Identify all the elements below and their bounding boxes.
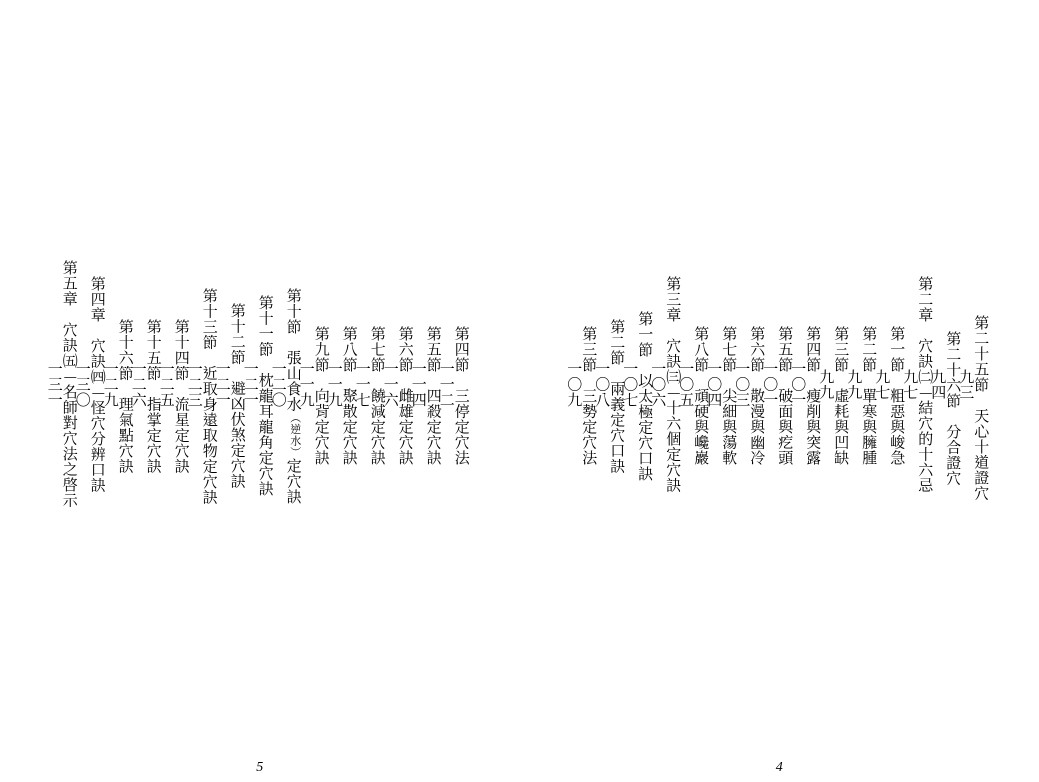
toc-entry-page: 一〇四: [707, 361, 722, 408]
toc-entry-page: 一二三: [188, 361, 203, 408]
toc-entry-page: 一三一: [48, 361, 63, 408]
toc-entry-label: 第二十五節 天心十道證穴: [974, 315, 989, 501]
two-page-spread: 第二十五節 天心十道證穴九三第二十六節 分合證穴九四第二章 穴訣㈡—結穴的十六忌…: [0, 0, 1039, 782]
page-left: 第四節 三停定穴法一一二第五節 四殺定穴訣一一四第六節 雌雄定穴訣一一六第七節 …: [0, 0, 520, 782]
toc-entry-page: 一〇七: [623, 361, 638, 408]
toc-entry-page: 一〇九: [567, 361, 582, 408]
toc-entry-page: 九九: [819, 369, 834, 400]
toc-entry-page: 一二〇: [272, 361, 287, 408]
toc-entry-page: 九七: [903, 369, 918, 400]
toc-entry-label: 第二十六節 分合證穴: [946, 331, 961, 486]
toc-columns-right: 第二十五節 天心十道證穴九三第二十六節 分合證穴九四第二章 穴訣㈡—結穴的十六忌…: [540, 40, 1020, 728]
toc-entry-page: 一〇三: [735, 361, 750, 408]
toc-entry-page: 一一七: [356, 361, 371, 408]
page-right: 第二十五節 天心十道證穴九三第二十六節 分合證穴九四第二章 穴訣㈡—結穴的十六忌…: [520, 0, 1039, 782]
toc-entry-page: 一一九: [328, 361, 343, 408]
toc-entry-page: 一二六: [132, 361, 147, 408]
toc-entry-page: 一一四: [412, 361, 427, 408]
toc-entry-page: 一〇八: [595, 361, 610, 408]
toc-entry-note: （逆水）: [290, 412, 301, 458]
toc-entry-page: 一一二: [440, 361, 455, 408]
toc-entry-page: 一一六: [384, 361, 399, 408]
toc-entry-page: 一二一: [244, 361, 259, 408]
toc-entry-page: 一二一: [216, 361, 231, 408]
toc-columns-left: 第四節 三停定穴法一一二第五節 四殺定穴訣一一四第六節 雌雄定穴訣一一六第七節 …: [20, 40, 500, 728]
toc-entry-page: 九四: [931, 369, 946, 400]
toc-entry: 第二十五節 天心十道證穴九三: [961, 40, 989, 728]
toc-entry-page: 九九: [847, 369, 862, 400]
toc-entry-page: 一一九: [300, 361, 315, 408]
toc-entry-page: 一〇五: [679, 361, 694, 408]
toc-entry: 第四節 三停定穴法一一二: [442, 40, 470, 728]
toc-entry-page: 九七: [875, 369, 890, 400]
toc-entry-page: 一二五: [160, 361, 175, 408]
toc-entry-page: 一〇一: [791, 361, 806, 408]
folio-right: 4: [776, 760, 783, 776]
toc-entry-page: 一〇一: [763, 361, 778, 408]
toc-entry-page: 一三〇: [76, 361, 91, 408]
folio-left: 5: [256, 760, 263, 776]
toc-entry-page: 一二九: [104, 361, 119, 408]
toc-entry-page: 一〇六: [651, 361, 666, 408]
toc-entry-page: 九三: [959, 369, 974, 400]
